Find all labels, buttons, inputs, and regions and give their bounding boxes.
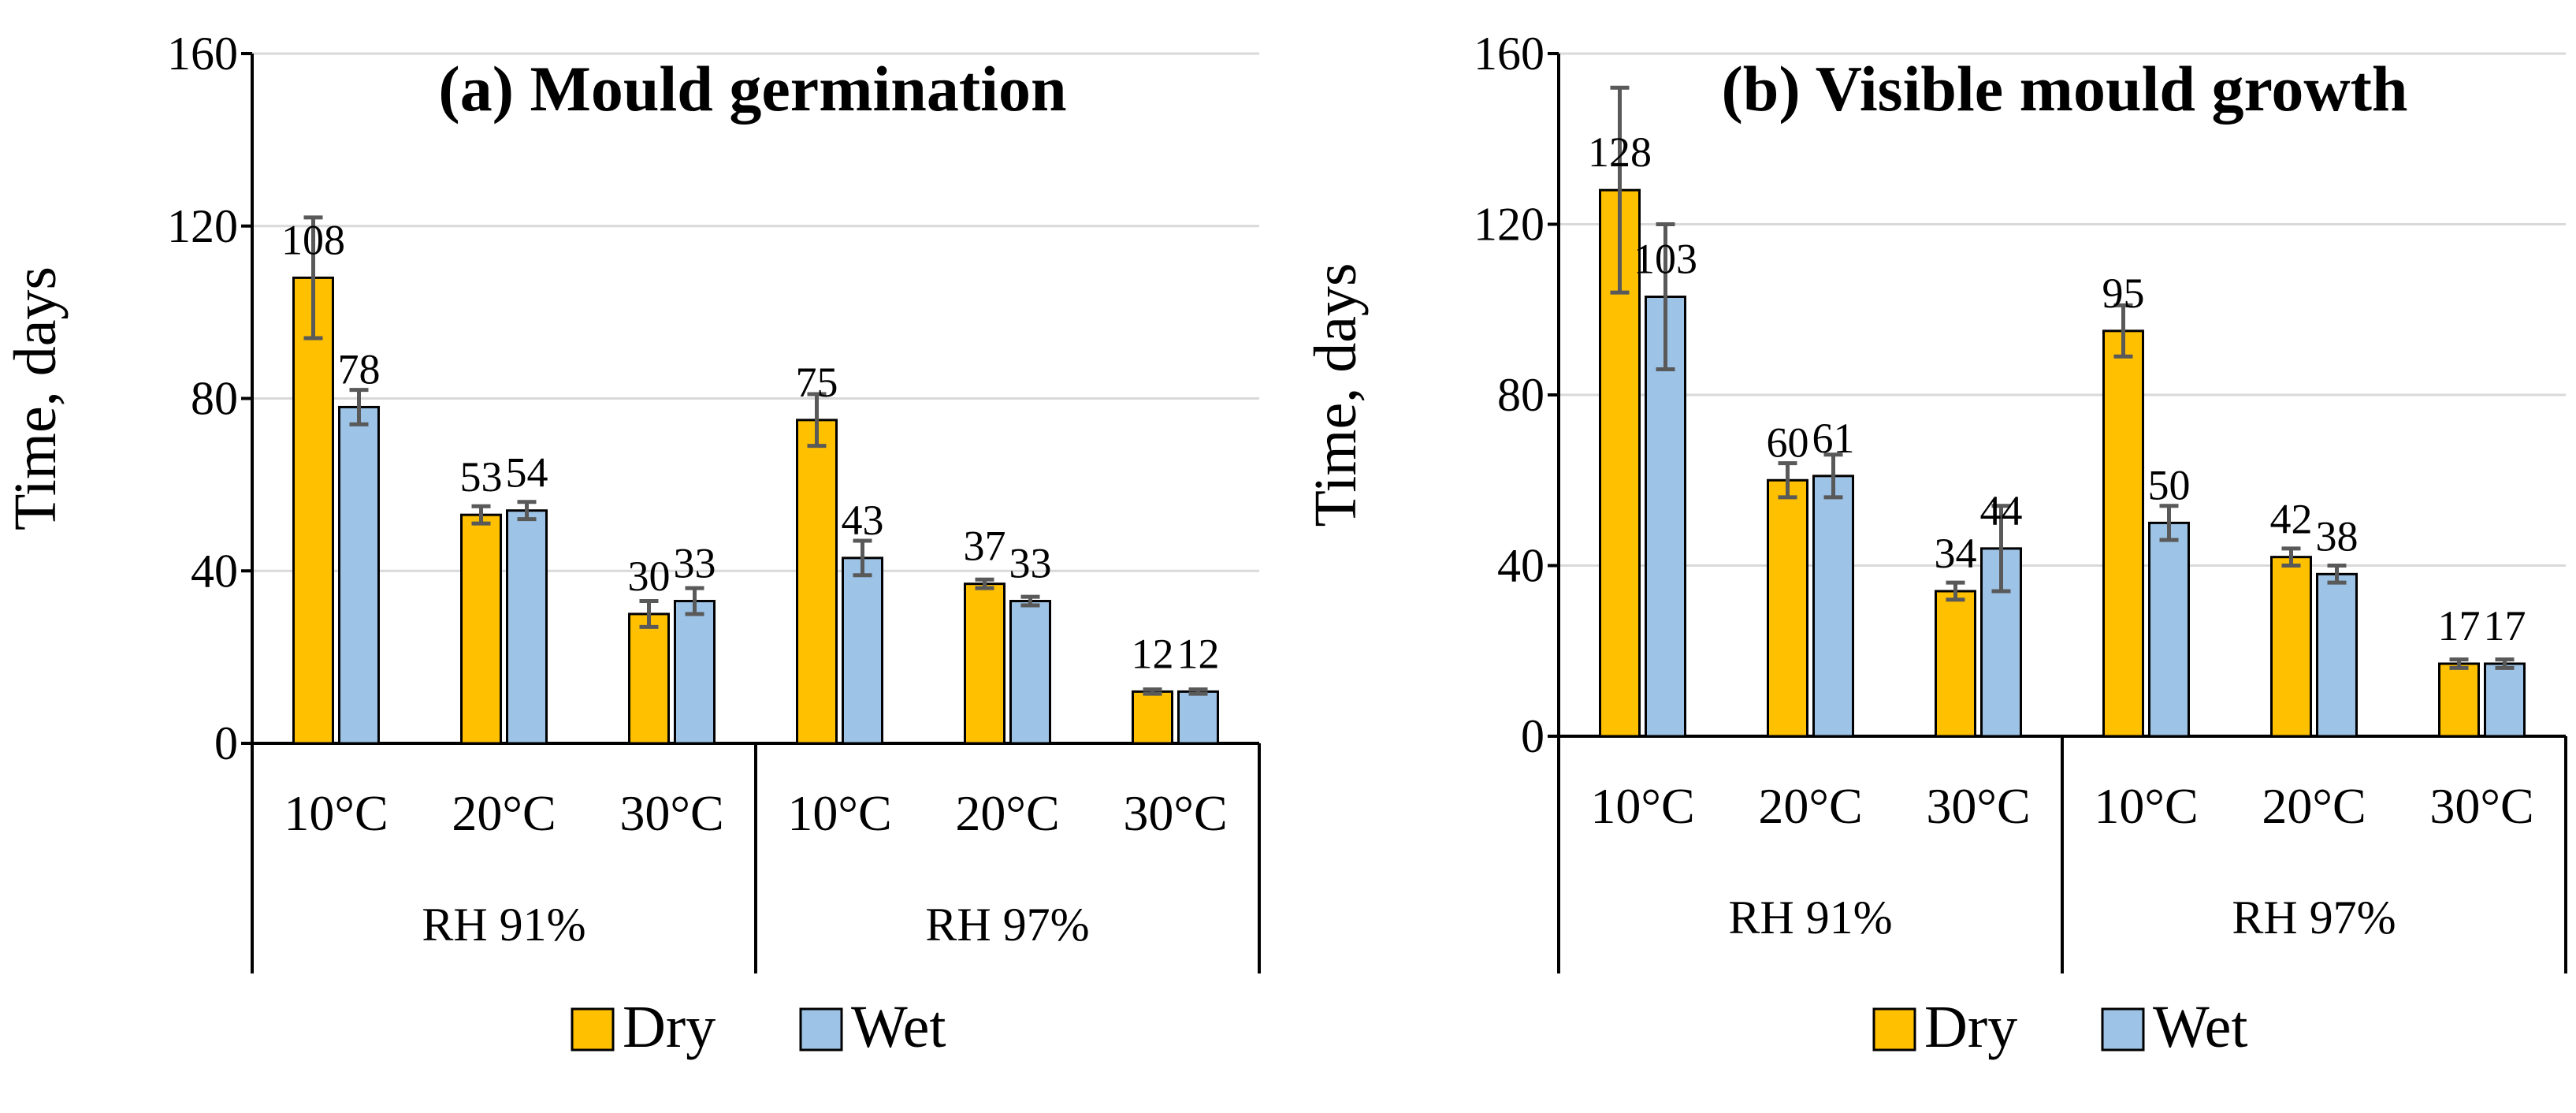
chart-a-legend-swatch-dry [571,1007,615,1052]
chart-a-bar-wet [842,556,883,745]
chart-b-bar-dry [2270,556,2312,738]
chart-a-data-label: 30 [628,553,671,600]
chart-a-legend-label: Dry [623,994,716,1060]
chart-b-title: (b) Visible mould growth [1721,53,2407,125]
chart-a-data-label: 53 [460,453,503,501]
chart-a-bar-wet [1177,690,1219,745]
chart-b-data-label: 50 [2148,461,2191,508]
chart-a-bar-dry [292,276,334,745]
chart-b-data-label: 95 [2102,270,2145,317]
chart-b-y-tick-label: 80 [1497,369,1544,421]
chart-b-data-label: 17 [2484,602,2526,650]
chart-a-y-tick-label: 80 [191,373,238,425]
chart-a-x-tick-label: 20°C [452,785,556,841]
chart-b-x-tick-label: 20°C [1758,778,1862,834]
chart-a-data-label: 54 [506,449,548,497]
chart-b-group-label: RH 91% [1728,892,1892,944]
chart-b-y-axis-label: Time, days [1303,262,1369,527]
chart-b-legend-swatch-dry [1872,1007,1916,1052]
chart-b-bar-dry [2438,662,2480,738]
chart-a-x-tick-label: 10°C [787,785,891,841]
chart-a-x-tick-label: 30°C [619,785,723,841]
chart-b-y-tick-label: 0 [1521,710,1544,762]
chart-b-y-tick-label: 160 [1474,28,1544,80]
chart-a-title: (a) Mould germination [438,53,1066,125]
chart-b-data-label: 60 [1767,419,1809,466]
chart-a-bar-wet [674,600,716,745]
chart-b-data-label: 128 [1588,128,1652,176]
chart-a-y-tick-label: 120 [167,200,238,252]
chart-a-data-label: 33 [1009,540,1052,587]
chart-a-bar-dry [964,583,1005,745]
chart-a-y-tick-label: 0 [214,717,238,769]
chart-b-x-tick-label: 10°C [2094,778,2198,834]
chart-b-legend-label: Wet [2153,994,2248,1060]
chart-b: 0 40 80 120 160 RH 91% 10°C 128 103 20°C 60 61 30°C 3… [1303,28,2567,1060]
chart-a-y-tick-label: 160 [167,28,238,80]
chart-b-group-label: RH 97% [2232,892,2396,944]
chart-b-legend-label: Dry [1924,994,2017,1060]
chart-b-legend-swatch-wet [2101,1007,2145,1052]
chart-b-data-label: 44 [1980,487,2023,534]
chart-a-bar-wet [1009,600,1051,745]
chart-b-data-label: 61 [1812,415,1855,462]
chart-b-data-label: 17 [2438,602,2481,650]
chart-b-bar-dry [2102,329,2144,738]
chart-a-bar-dry [1132,690,1173,745]
chart-a-data-label: 108 [281,216,345,263]
chart-a-data-label: 33 [674,540,716,587]
chart-a-bar-dry [460,513,502,745]
chart-b-y-tick-label: 120 [1474,199,1544,251]
chart-b-x-tick-label: 10°C [1590,778,1694,834]
chart-b-data-label: 42 [2270,496,2313,543]
chart-b-data-label: 34 [1935,530,1977,577]
chart-b-data-label: 38 [2316,512,2359,560]
chart-a-bar-wet [506,509,548,745]
chart-a-data-label: 12 [1132,630,1174,677]
chart-a-legend-label: Wet [851,994,946,1060]
chart-b-y-tick-label: 40 [1497,540,1544,592]
chart-b-x-tick-label: 30°C [1926,778,2030,834]
chart-a: 0 40 80 120 160 RH 91% 10°C 108 78 20°C 53 54 30°C 30… [2,28,1261,1060]
chart-a-bar-wet [338,405,380,745]
chart-a-data-label: 37 [964,523,1006,570]
chart-b-x-tick-label: 30°C [2429,778,2533,834]
chart-b-bar-wet [1812,475,1854,738]
chart-a-y-tick-label: 40 [191,545,238,597]
chart-a-bar-dry [628,612,670,745]
chart-a-x-tick-label: 10°C [284,785,388,841]
chart-b-bar-wet [2316,572,2358,738]
chart-b-bar-dry [1935,590,1976,738]
chart-a-x-tick-label: 30°C [1123,785,1227,841]
chart-b-bar-wet [2148,521,2190,738]
chart-a-data-label: 75 [796,359,838,406]
chart-a-group-label: RH 97% [925,899,1089,951]
chart-b-bar-dry [1767,478,1808,738]
chart-a-bar-dry [796,419,838,745]
chart-a-data-label: 43 [842,497,884,544]
chart-b-bar-wet [2484,662,2526,738]
chart-a-legend-swatch-wet [799,1007,843,1052]
chart-b-x-tick-label: 20°C [2262,778,2366,834]
chart-a-data-label: 12 [1177,630,1220,677]
chart-a-data-label: 78 [338,345,381,393]
chart-b-data-label: 103 [1634,236,1697,283]
chart-a-group-label: RH 91% [422,899,585,951]
chart-a-x-tick-label: 20°C [955,785,1059,841]
chart-a-y-axis-label: Time, days [2,266,69,530]
